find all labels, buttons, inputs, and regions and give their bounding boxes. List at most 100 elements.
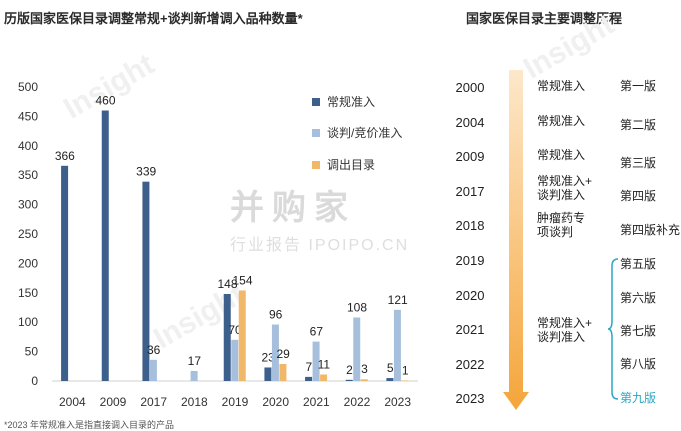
y-tick-label-0: 0 [31,374,38,388]
bar-chart: 0 50 100 150 200 250 300 350 400 450 500 2004 366 200… [18,80,418,409]
timeline-year-2019: 2019 [455,253,485,268]
timeline-type-2009: 常规准入 [537,148,586,162]
y-tick-label-2: 100 [18,315,38,329]
legend-label-regular: 常规准入 [327,95,376,109]
timeline-type-2018: 肿瘤药专 项谈判 [537,211,586,239]
data-label-2022-s0: 2 [346,363,353,377]
legend-removal: 调出目录 [312,156,375,173]
bar-2019-s2 [238,290,246,381]
x-tick-label-2018: 2018 [181,395,208,409]
bar-2021-s1 [312,341,320,381]
y-tick-label-5: 250 [18,227,38,241]
bar-2023-s2 [401,380,409,381]
x-tick-label-2009: 2009 [100,395,127,409]
timeline-year-2021: 2021 [455,322,485,337]
data-label-2021-s2: 11 [318,358,331,372]
data-label-2019-s2: 154 [232,273,252,287]
legend-regular: 常规准入 [312,93,375,110]
bar-2004-s0 [61,165,69,381]
timeline-year-2009: 2009 [455,149,485,164]
y-tick-label-3: 150 [18,286,38,300]
data-label-2023-s1: 121 [388,293,408,307]
timeline-version-9: 第九版 [620,391,657,405]
data-label-2022-s1: 108 [347,300,367,314]
timeline-version-4-supplement: 第四版补充 [620,223,681,237]
data-label-2004-s0: 366 [55,149,75,163]
timeline-version-5: 第五版 [620,257,657,271]
data-label-2023-s0: 5 [387,361,394,375]
data-label-2020-s0: 23 [261,350,275,364]
timeline-year-2004: 2004 [455,115,485,130]
x-tick-label-2022: 2022 [344,395,371,409]
timeline-version-7: 第七版 [620,324,657,338]
data-label-2022-s2: 3 [361,362,368,376]
bar-2021-s0 [305,376,313,381]
timeline-version-6: 第六版 [620,291,657,305]
data-label-2017-s0: 339 [136,165,156,179]
right-title: 国家医保目录主要调整历程 [466,11,623,26]
legend-swatch-removal [312,160,320,169]
timeline-year-2000: 2000 [455,80,485,95]
bar-2020-s0 [264,367,272,381]
data-label-2021-s1: 67 [310,325,324,339]
left-title: 历版国家医保目录调整常规+谈判新增调入品种数量* [4,11,303,26]
legend-negotiation: 谈判/竞价准入 [312,124,402,141]
x-tick-label-2019: 2019 [222,395,249,409]
data-label-2020-s1: 96 [269,308,283,322]
timeline-version-4: 第四版 [620,189,657,203]
bar-2017-s1 [149,359,157,381]
x-tick-label-2021: 2021 [303,395,330,409]
bar-2020-s2 [279,363,287,381]
timeline-version-3: 第三版 [620,156,657,170]
x-tick-label-2004: 2004 [59,395,86,409]
timeline-type-2019-2023: 常规准入+ 谈判准入 [537,316,593,344]
bar-2020-s1 [271,324,279,381]
bar-2023-s0 [386,378,394,381]
timeline-year-2018: 2018 [455,218,485,233]
data-label-2019-s1: 70 [228,323,242,337]
data-label-2023-s2: 1 [402,363,409,377]
bar-2022-s0 [345,379,353,381]
bar-2018-s1 [190,371,198,381]
timeline-version-8: 第八版 [620,357,657,371]
y-tick-label-1: 50 [25,345,39,359]
y-tick-label-7: 350 [18,168,38,182]
data-label-2021-s0: 7 [305,360,312,374]
timeline-version-2: 第二版 [620,118,657,132]
data-label-2009-s0: 460 [95,94,115,108]
y-tick-label-10: 500 [18,80,38,94]
timeline-brace [607,258,619,400]
timeline-year-2017: 2017 [455,184,485,199]
timeline-version-1: 第一版 [620,79,657,93]
data-label-2020-s2: 29 [276,347,290,361]
timeline-arrow [503,70,529,410]
data-label-2018-s1: 17 [188,354,202,368]
bar-2023-s1 [393,309,401,381]
data-label-2017-s1: 36 [147,343,161,357]
bar-2022-s1 [353,317,361,381]
bar-2019-s1 [231,339,239,381]
timeline-type-2017: 常规准入+ 谈判准入 [537,174,593,202]
bar-2019-s0 [223,293,231,381]
legend-label-negotiation: 谈判/竞价准入 [327,126,403,140]
footnote: *2023 年常规准入是指直接调入目录的产品 [4,420,175,430]
y-tick-label-9: 450 [18,109,38,123]
legend-label-removal: 调出目录 [327,158,376,172]
y-tick-label-4: 200 [18,256,38,270]
legend-swatch-negotiation [312,128,320,137]
x-tick-label-2017: 2017 [140,395,167,409]
bar-2009-s0 [101,110,109,382]
y-tick-label-8: 400 [18,139,38,153]
timeline-type-2000: 常规准入 [537,79,586,93]
timeline-year-2020: 2020 [455,288,485,303]
x-tick-label-2023: 2023 [384,395,411,409]
bar-2021-s2 [320,374,328,381]
data-label-2019-s0: 148 [217,277,237,291]
x-tick-label-2020: 2020 [262,395,289,409]
timeline-year-2023: 2023 [455,391,485,406]
legend-swatch-regular [312,97,320,106]
y-tick-label-6: 300 [18,198,38,212]
bar-2017-s0 [142,181,150,381]
bar-2022-s2 [360,379,368,381]
timeline-year-2022: 2022 [455,357,485,372]
